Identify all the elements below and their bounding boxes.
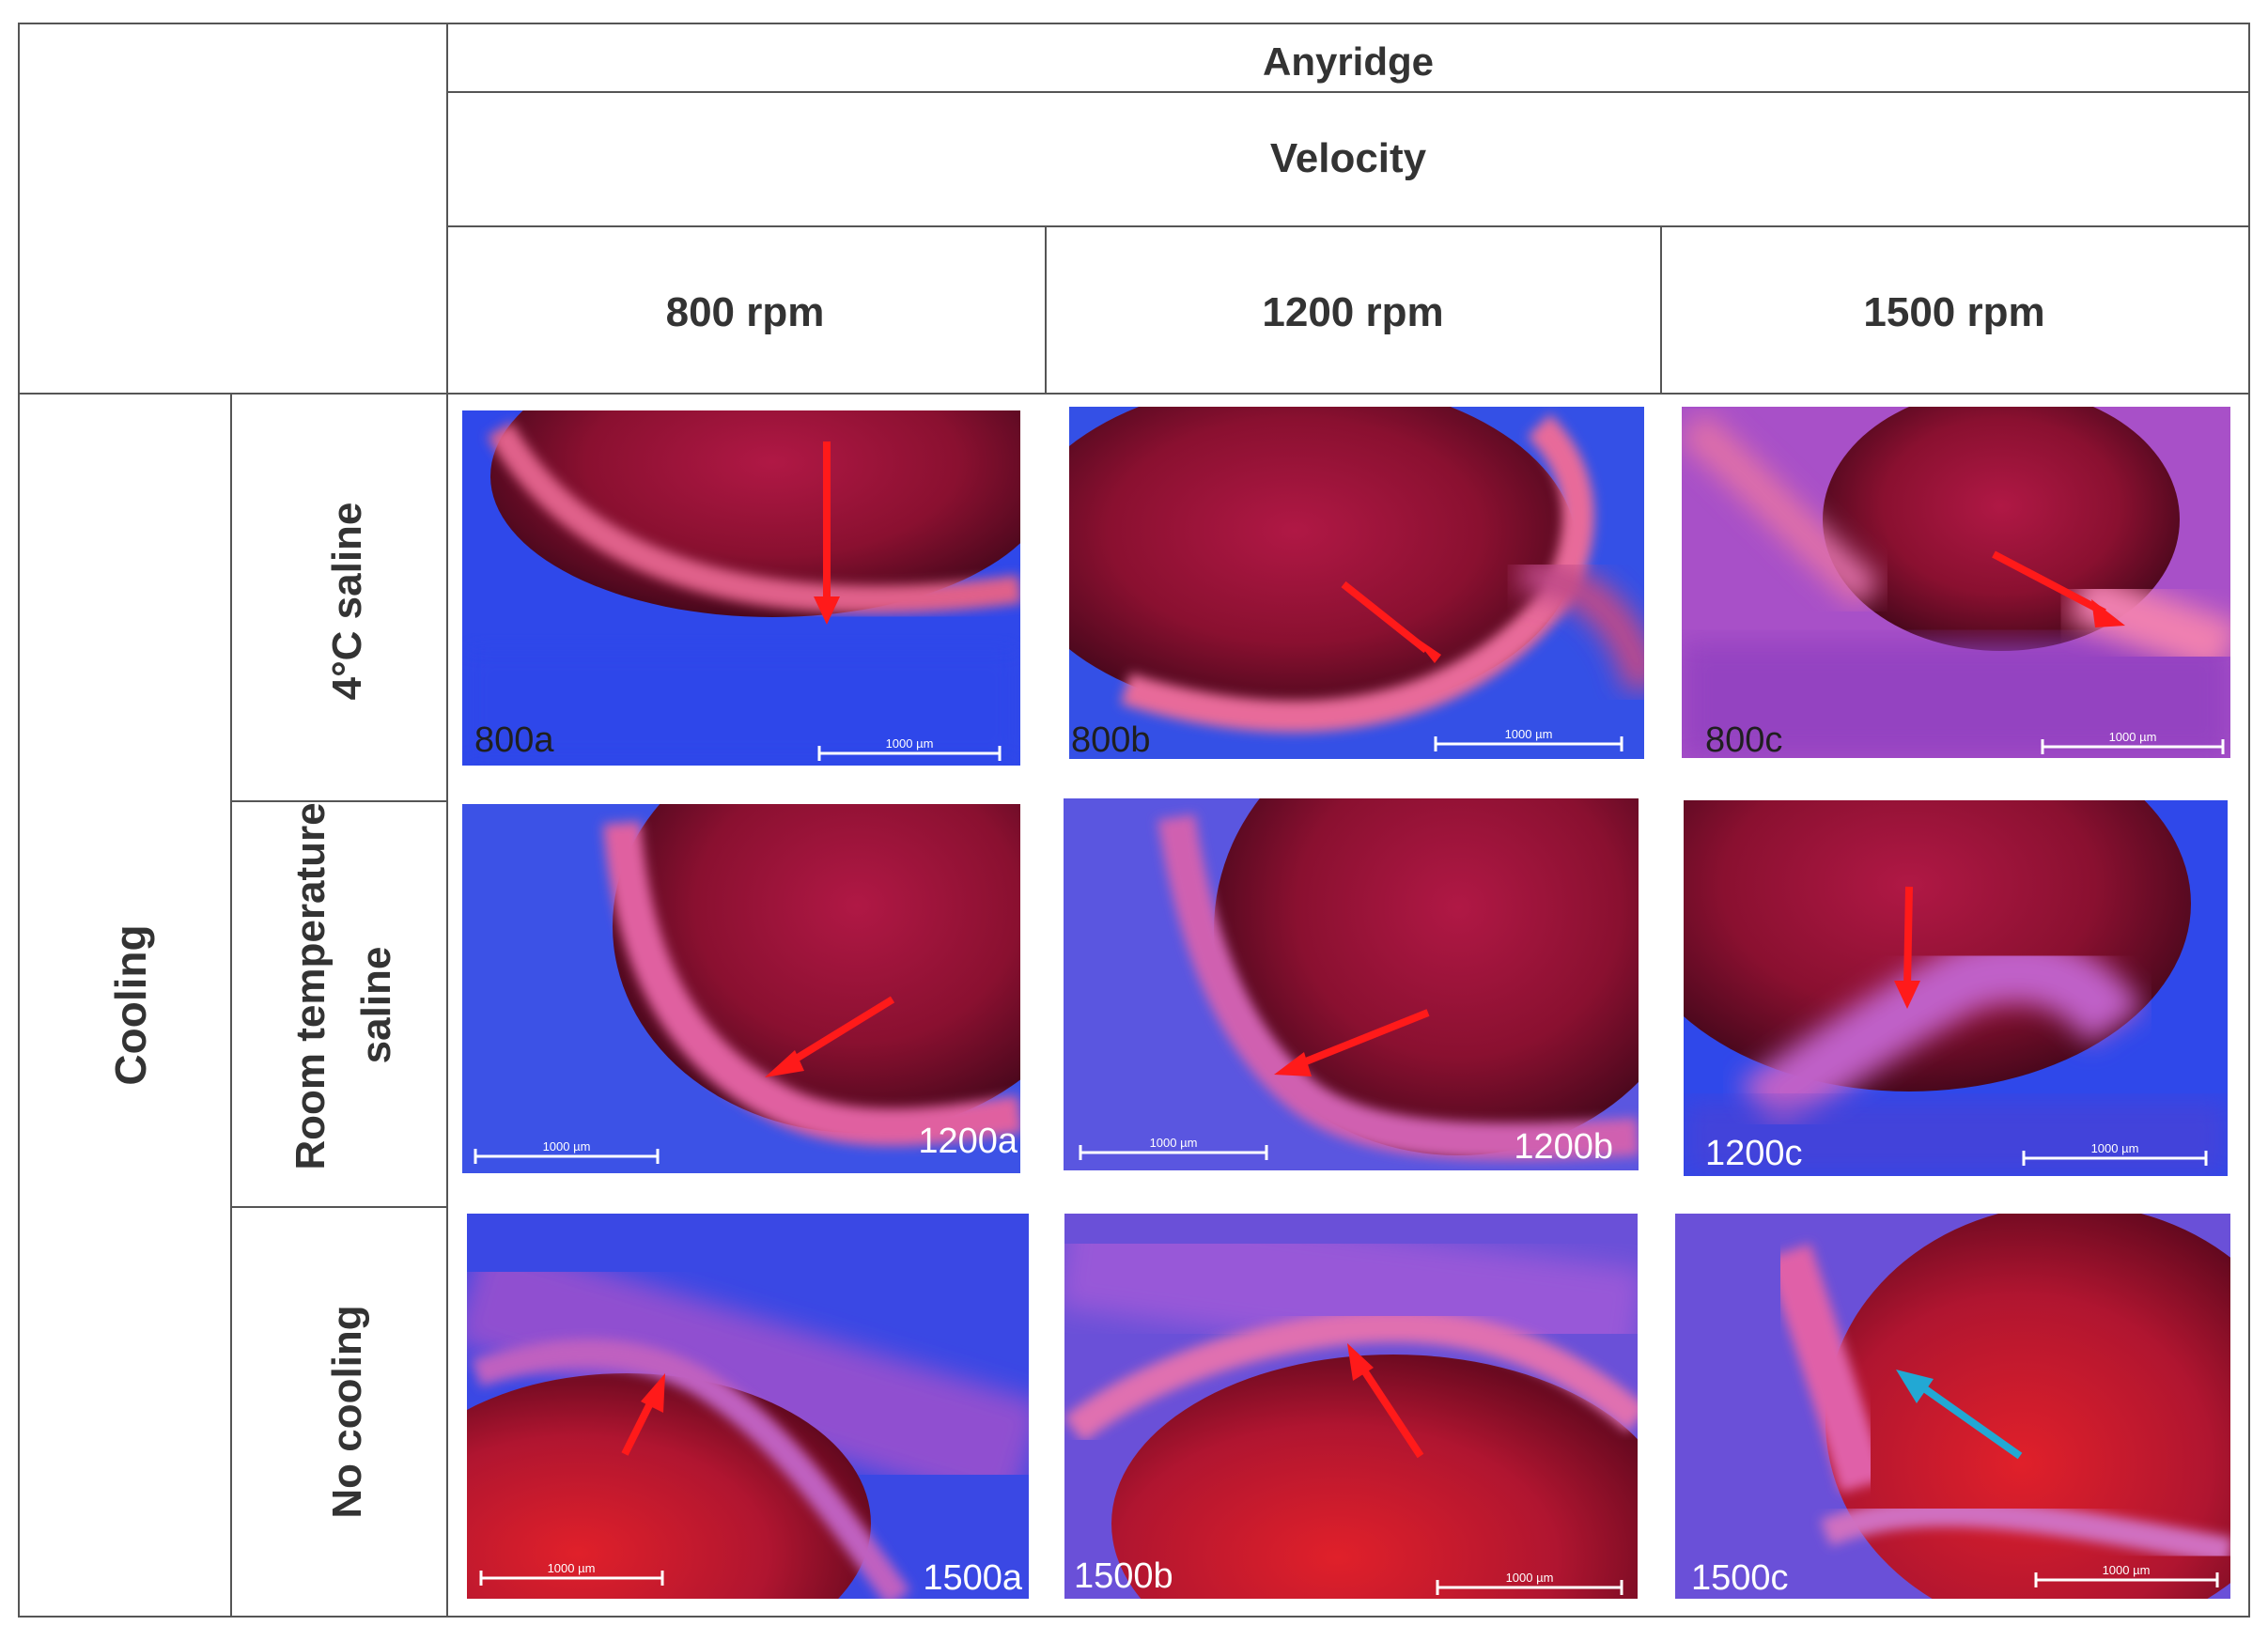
scale-label-1200c: 1000 µm (2091, 1141, 2139, 1155)
micrograph-800c (1682, 407, 2230, 758)
arrow-800b (1341, 581, 1441, 663)
arrow-800c (1992, 550, 2125, 627)
arrow-1500c (1896, 1370, 2023, 1460)
row-group-label: Cooling (106, 924, 155, 1085)
panel-label-1200c: 1200c (1705, 1134, 1803, 1173)
arrow-1200a (765, 996, 895, 1077)
arrow-800a (814, 441, 840, 625)
scale-label-1500a: 1000 µm (548, 1561, 596, 1575)
arrows (621, 441, 2125, 1460)
panel-label-1500a: 1500a (923, 1558, 1023, 1598)
panel-label-1200b: 1200b (1514, 1127, 1613, 1167)
arrow-1200c (1894, 886, 1920, 1009)
scale-label-800a: 1000 µm (886, 736, 934, 751)
row-label-4c-saline: 4°C saline (324, 503, 370, 701)
arrow-1500b (1347, 1343, 1424, 1459)
panel-label-1500b: 1500b (1074, 1556, 1173, 1596)
panel-label-800c: 800c (1705, 720, 1782, 760)
panel-label-800a: 800a (474, 720, 554, 760)
micrograph-1500b (1064, 1214, 1638, 1599)
micrograph-1500c (1675, 1214, 2230, 1599)
scale-label-1500b: 1000 µm (1506, 1571, 1554, 1585)
scale-label-800c: 1000 µm (2109, 730, 2157, 744)
scale-bar-labels: 1000 µm 1000 µm 1000 µm 1000 µm 1000 µm … (543, 727, 2157, 1585)
arrow-1500a (621, 1373, 665, 1456)
row-label-room-temp-line1: Room temperature (287, 802, 334, 1169)
panel-label-1200a: 1200a (918, 1122, 1018, 1161)
micrograph-1200b (1064, 798, 1639, 1170)
column-header-800: 800 rpm (666, 289, 825, 335)
micrograph-1200c (1684, 800, 2228, 1176)
micrograph-1200a (462, 804, 1020, 1173)
arrow-1200b (1274, 1009, 1430, 1076)
table-grid (18, 23, 2250, 1618)
scale-label-800b: 1000 µm (1505, 727, 1553, 741)
scale-label-1200b: 1000 µm (1150, 1136, 1198, 1150)
panel-label-1500c: 1500c (1691, 1558, 1789, 1598)
implant-header: Anyridge (1263, 39, 1434, 84)
column-header-1500: 1500 rpm (1863, 289, 2044, 335)
row-label-no-cooling: No cooling (324, 1305, 370, 1518)
micrograph-800a (462, 410, 1020, 766)
variable-header: Velocity (1270, 135, 1427, 181)
scale-label-1200a: 1000 µm (543, 1139, 591, 1153)
micrograph-800b (1069, 407, 1644, 759)
scale-label-1500c: 1000 µm (2103, 1563, 2151, 1577)
panel-label-800b: 800b (1071, 720, 1151, 760)
column-header-1200: 1200 rpm (1262, 289, 1443, 335)
micrograph-1500a (467, 1214, 1029, 1599)
panel-labels: 800a 800b 800c 1200a 1200b 1200c 1500a 1… (474, 720, 1803, 1598)
row-label-room-temp-line2: saline (353, 947, 399, 1064)
scale-bars (474, 736, 2225, 1595)
